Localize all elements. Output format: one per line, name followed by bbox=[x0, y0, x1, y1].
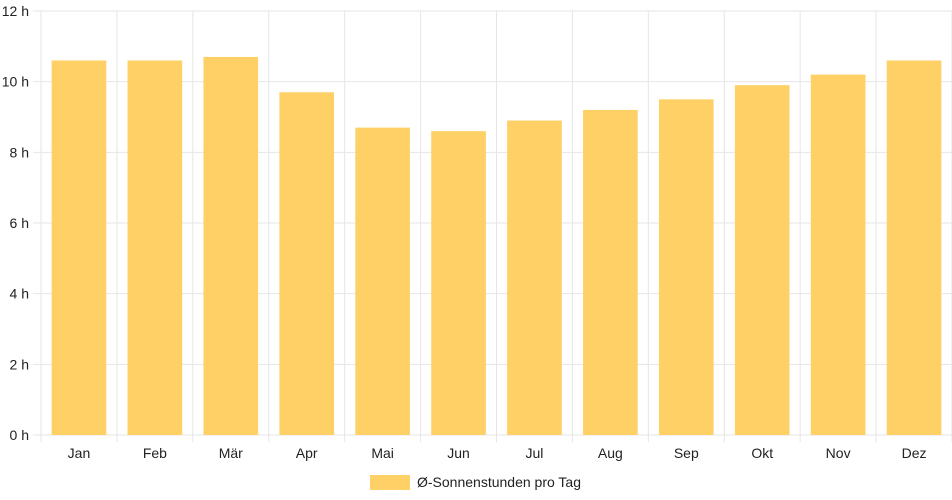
bar[interactable] bbox=[51, 60, 107, 435]
bars bbox=[51, 56, 942, 436]
x-tick-label: Jul bbox=[526, 445, 544, 461]
bar[interactable] bbox=[431, 131, 486, 435]
y-tick-label: 10 h bbox=[2, 74, 29, 90]
bar[interactable] bbox=[355, 127, 410, 435]
y-tick-label: 4 h bbox=[10, 286, 29, 302]
bar[interactable] bbox=[810, 74, 866, 435]
bar[interactable] bbox=[203, 56, 259, 435]
bar[interactable] bbox=[127, 60, 183, 435]
x-axis: Jan Feb Mär Apr Mai Jun Jul Aug Sep Okt Nov Dez bbox=[68, 445, 927, 461]
x-tick-label: Mai bbox=[371, 445, 394, 461]
grid bbox=[33, 10, 952, 442]
bar[interactable] bbox=[507, 120, 562, 436]
legend[interactable]: Ø-Sonnenstunden pro Tag bbox=[370, 474, 581, 490]
x-tick-label: Feb bbox=[143, 445, 167, 461]
bar[interactable] bbox=[734, 85, 790, 435]
y-tick-label: 0 h bbox=[10, 427, 29, 443]
legend-swatch bbox=[370, 475, 410, 490]
x-tick-label: Dez bbox=[902, 445, 927, 461]
y-tick-label: 2 h bbox=[10, 356, 29, 372]
x-tick-label: Aug bbox=[598, 445, 623, 461]
bar[interactable] bbox=[886, 60, 942, 435]
x-tick-label: Mär bbox=[219, 445, 243, 461]
y-tick-label: 8 h bbox=[10, 144, 29, 160]
x-tick-label: Nov bbox=[826, 445, 851, 461]
x-tick-label: Jun bbox=[447, 445, 470, 461]
bar[interactable] bbox=[279, 92, 335, 436]
y-tick-label: 12 h bbox=[2, 3, 29, 19]
x-tick-label: Sep bbox=[674, 445, 699, 461]
y-tick-label: 6 h bbox=[10, 215, 29, 231]
x-tick-label: Jan bbox=[68, 445, 91, 461]
legend-label: Ø-Sonnenstunden pro Tag bbox=[417, 474, 581, 490]
bar[interactable] bbox=[583, 109, 638, 435]
x-tick-label: Okt bbox=[751, 445, 773, 461]
x-tick-label: Apr bbox=[296, 445, 318, 461]
y-axis: 0 h 2 h 4 h 6 h 8 h 10 h 12 h bbox=[2, 3, 29, 443]
bar[interactable] bbox=[658, 99, 714, 435]
